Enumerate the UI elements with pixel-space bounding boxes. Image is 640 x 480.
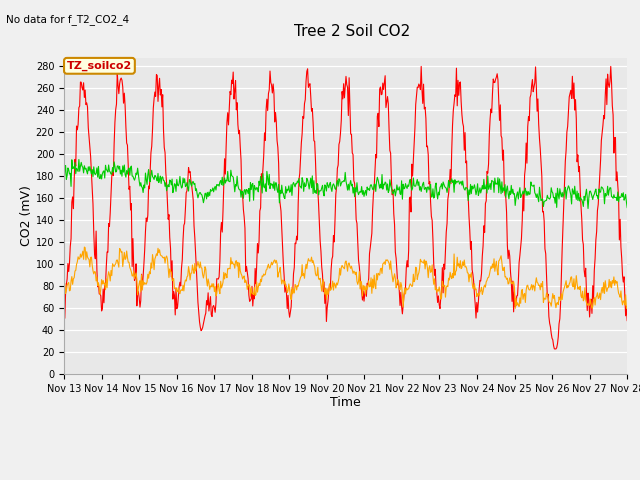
Tree2 -8cm <box>584 205 592 211</box>
Tree2 -8cm <box>623 204 631 210</box>
Tree2 -2cm <box>417 63 425 69</box>
Tree2 -2cm <box>431 266 439 272</box>
Tree2 -4cm <box>511 306 519 312</box>
Tree2 -4cm <box>129 273 137 279</box>
Tree2 -2cm <box>60 298 68 303</box>
Line: Tree2 -2cm: Tree2 -2cm <box>64 66 627 349</box>
Line: Tree2 -4cm: Tree2 -4cm <box>64 247 627 309</box>
Tree2 -8cm <box>216 179 224 185</box>
Tree2 -8cm <box>186 178 194 183</box>
X-axis label: Time: Time <box>330 396 361 408</box>
Tree2 -4cm <box>70 275 78 281</box>
Text: TZ_soilco2: TZ_soilco2 <box>67 60 132 71</box>
Tree2 -8cm <box>129 173 137 179</box>
Tree2 -8cm <box>415 179 422 185</box>
Tree2 -4cm <box>216 291 224 297</box>
Tree2 -4cm <box>81 244 88 250</box>
Tree2 -2cm <box>552 346 560 352</box>
Tree2 -4cm <box>431 287 439 292</box>
Tree2 -8cm <box>431 183 439 189</box>
Tree2 -8cm <box>75 156 83 162</box>
Tree2 -2cm <box>186 170 193 176</box>
Tree2 -4cm <box>60 282 68 288</box>
Tree2 -2cm <box>623 318 631 324</box>
Line: Tree2 -8cm: Tree2 -8cm <box>64 159 627 208</box>
Tree2 -4cm <box>415 270 422 276</box>
Tree2 -4cm <box>623 305 631 311</box>
Tree2 -8cm <box>70 166 78 171</box>
Tree2 -2cm <box>215 274 223 280</box>
Tree2 -2cm <box>128 264 136 269</box>
Tree2 -2cm <box>70 177 78 182</box>
Y-axis label: CO2 (mV): CO2 (mV) <box>20 186 33 246</box>
Text: Tree 2 Soil CO2: Tree 2 Soil CO2 <box>294 24 410 39</box>
Tree2 -8cm <box>60 181 68 187</box>
Tree2 -4cm <box>186 277 194 283</box>
Text: No data for f_T2_CO2_4: No data for f_T2_CO2_4 <box>6 14 129 25</box>
Tree2 -2cm <box>414 85 422 91</box>
